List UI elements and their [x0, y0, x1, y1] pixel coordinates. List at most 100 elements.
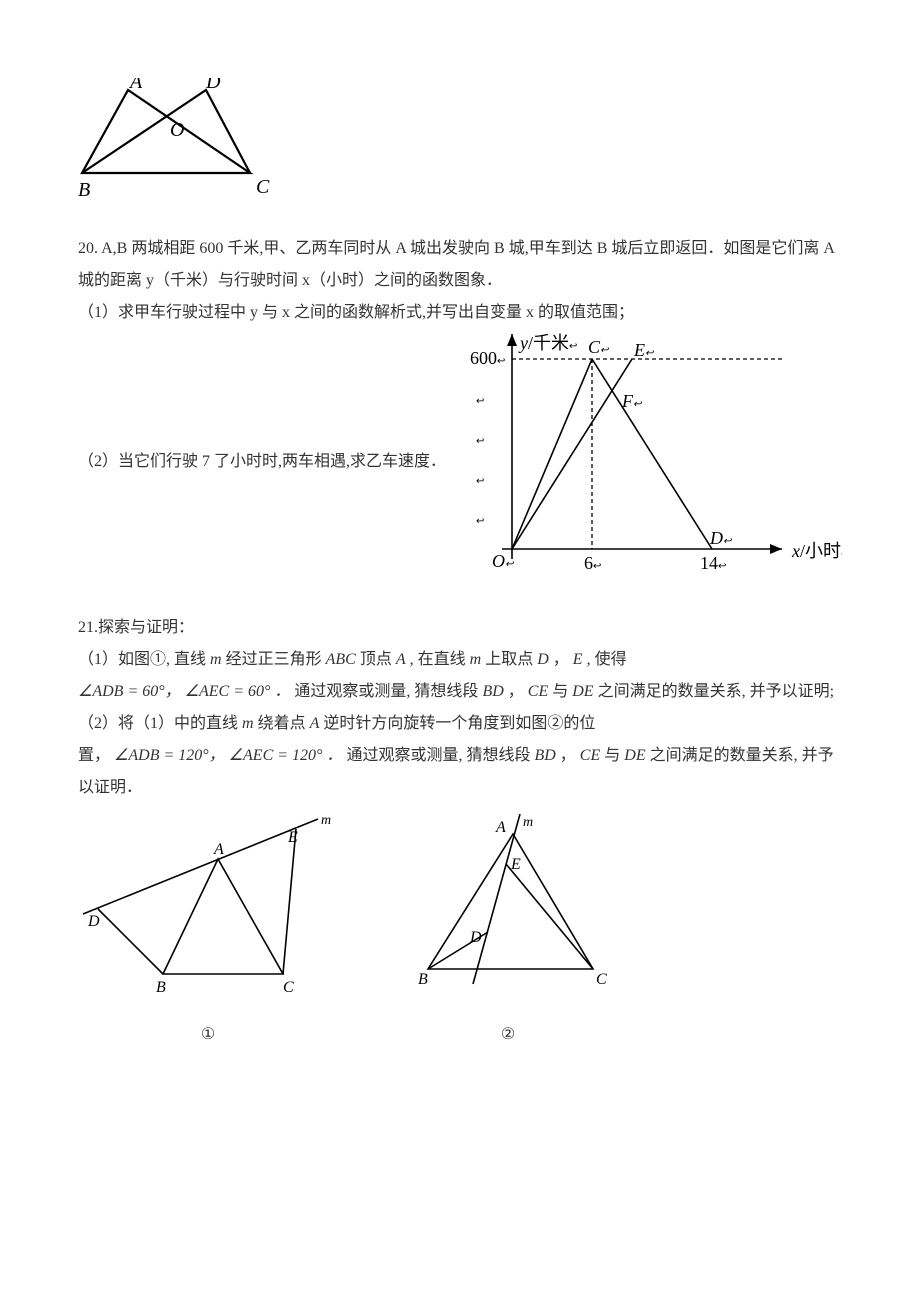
pt-e: E↩ — [633, 340, 654, 360]
para-mark-1: ↩ — [476, 396, 484, 407]
triangle-bdc — [82, 90, 250, 173]
q21-part2-line3: 以证明． — [78, 772, 842, 804]
a: A — [396, 651, 406, 668]
de2: DE — [624, 747, 645, 764]
t: 与 — [604, 747, 620, 764]
fig2-label: ② — [398, 1019, 618, 1051]
tri-abc — [163, 859, 283, 974]
x-arrow — [770, 544, 782, 554]
f1-e: E — [287, 829, 298, 846]
figure-top: A B C D O — [78, 78, 842, 213]
label-o: O — [170, 119, 184, 141]
figure-1-wrap: A B C D E m ① — [78, 814, 338, 1051]
line-m — [83, 819, 318, 914]
q21-part1-line1: （1）如图①, 直线 m 经过正三角形 ABC 顶点 A , 在直线 m 上取点… — [78, 644, 842, 676]
f1-d: D — [87, 913, 100, 930]
t: 绕着点 — [258, 715, 306, 732]
q20-chart-row: （2）当它们行驶 7 了小时时,两车相遇,求乙车速度． — [78, 329, 842, 594]
t: 经过正三角形 — [226, 651, 322, 668]
ang3: ∠ADB = 120°， — [114, 747, 225, 764]
question-20: 20. A,B 两城相距 600 千米,甲、乙两车同时从 A 城出发驶向 B 城… — [78, 233, 842, 594]
f2-e: E — [510, 856, 521, 873]
t: ， — [508, 683, 524, 700]
ytick-600: 600↩ — [470, 348, 505, 368]
m: m — [210, 651, 222, 668]
a2: A — [310, 715, 320, 732]
x-axis-label: x/小时↩ — [791, 541, 842, 561]
label-c: C — [256, 176, 270, 198]
pt-o: O↩ — [492, 551, 514, 571]
q21-diagrams: A B C D E m ① — [78, 814, 842, 1051]
figure-top-svg: A B C D O — [78, 78, 288, 208]
f1-c: C — [283, 979, 294, 996]
q20-chart-svg: y/千米↩ x/小时↩ 600↩ 6↩ 14↩ O↩ C↩ E↩ F↩ D↩ ↩… — [462, 329, 842, 589]
label-b: B — [78, 179, 90, 201]
y-arrow — [507, 334, 517, 346]
xtick-14: 14↩ — [700, 553, 726, 573]
t: ， — [553, 651, 569, 668]
q20-chart: y/千米↩ x/小时↩ 600↩ 6↩ 14↩ O↩ C↩ E↩ F↩ D↩ ↩… — [462, 329, 842, 594]
m3: m — [242, 715, 254, 732]
para-mark-3: ↩ — [476, 476, 484, 487]
f2-m: m — [523, 815, 533, 830]
t: 置， — [78, 747, 110, 764]
seg-ce — [283, 829, 296, 974]
seg-ce2 — [506, 864, 593, 969]
t: 通过观察或测量, 猜想线段 — [346, 747, 530, 764]
f1-b: B — [156, 979, 166, 996]
t: ， — [560, 747, 576, 764]
tri-abc2 — [428, 834, 593, 969]
abc: ABC — [326, 651, 356, 668]
figure-2-wrap: A B C D E m ② — [398, 814, 618, 1051]
y-axis-label: y/千米↩ — [518, 333, 577, 353]
figure-1-svg: A B C D E m — [78, 814, 338, 1014]
pt-d: D↩ — [709, 528, 732, 548]
ce: CE — [528, 683, 548, 700]
d: D — [537, 651, 549, 668]
pt-f: F↩ — [621, 391, 642, 411]
q20-part1: （1）求甲车行驶过程中 y 与 x 之间的函数解析式,并写出自变量 x 的取值范… — [78, 297, 842, 329]
seg-oe — [512, 359, 632, 549]
line-m2 — [473, 814, 520, 984]
t: 逆时针方向旋转一个角度到如图②的位 — [323, 715, 595, 732]
t: 上取点 — [485, 651, 533, 668]
pt-c: C↩ — [588, 337, 609, 357]
para-mark-4: ↩ — [476, 516, 484, 527]
de: DE — [572, 683, 593, 700]
label-d: D — [205, 78, 221, 93]
ang1: ∠ADB = 60°， — [78, 683, 181, 700]
e: E — [573, 651, 583, 668]
q21-part2-line1: （2）将（1）中的直线 m 绕着点 A 逆时针方向旋转一个角度到如图②的位 — [78, 708, 842, 740]
t: （1）如图①, 直线 — [78, 651, 206, 668]
ce2: CE — [580, 747, 600, 764]
question-21: 21.探索与证明： （1）如图①, 直线 m 经过正三角形 ABC 顶点 A ,… — [78, 612, 842, 1051]
f2-d: D — [469, 929, 482, 946]
t: 与 — [552, 683, 568, 700]
q21-part1-line2: ∠ADB = 60°， ∠AEC = 60° ． 通过观察或测量, 猜想线段 B… — [78, 676, 842, 708]
seg-bd — [98, 909, 163, 974]
m2: m — [470, 651, 482, 668]
t: , 使得 — [587, 651, 627, 668]
t: 顶点 — [360, 651, 392, 668]
t: 之间满足的数量关系, 并予 — [650, 747, 834, 764]
xtick-6: 6↩ — [584, 553, 601, 573]
t: , 在直线 — [410, 651, 466, 668]
f2-b: B — [418, 971, 428, 988]
seg-oc — [512, 359, 592, 549]
ang2: ∠AEC = 60° ． — [185, 683, 291, 700]
seg-cd — [592, 359, 712, 549]
ang4: ∠AEC = 120° ． — [229, 747, 343, 764]
label-a: A — [128, 78, 143, 93]
fig1-label: ① — [78, 1019, 338, 1051]
t: （2）将（1）中的直线 — [78, 715, 238, 732]
q21-intro: 21.探索与证明： — [78, 612, 842, 644]
q21-part2-line2: 置， ∠ADB = 120°， ∠AEC = 120° ． 通过观察或测量, 猜… — [78, 740, 842, 772]
q20-intro: 20. A,B 两城相距 600 千米,甲、乙两车同时从 A 城出发驶向 B 城… — [78, 233, 842, 297]
para-mark-2: ↩ — [476, 436, 484, 447]
bd: BD — [482, 683, 503, 700]
f2-a: A — [495, 819, 506, 836]
f1-m: m — [321, 814, 331, 828]
t: 通过观察或测量, 猜想线段 — [294, 683, 478, 700]
triangle-bac — [82, 90, 250, 173]
f1-a: A — [213, 841, 224, 858]
